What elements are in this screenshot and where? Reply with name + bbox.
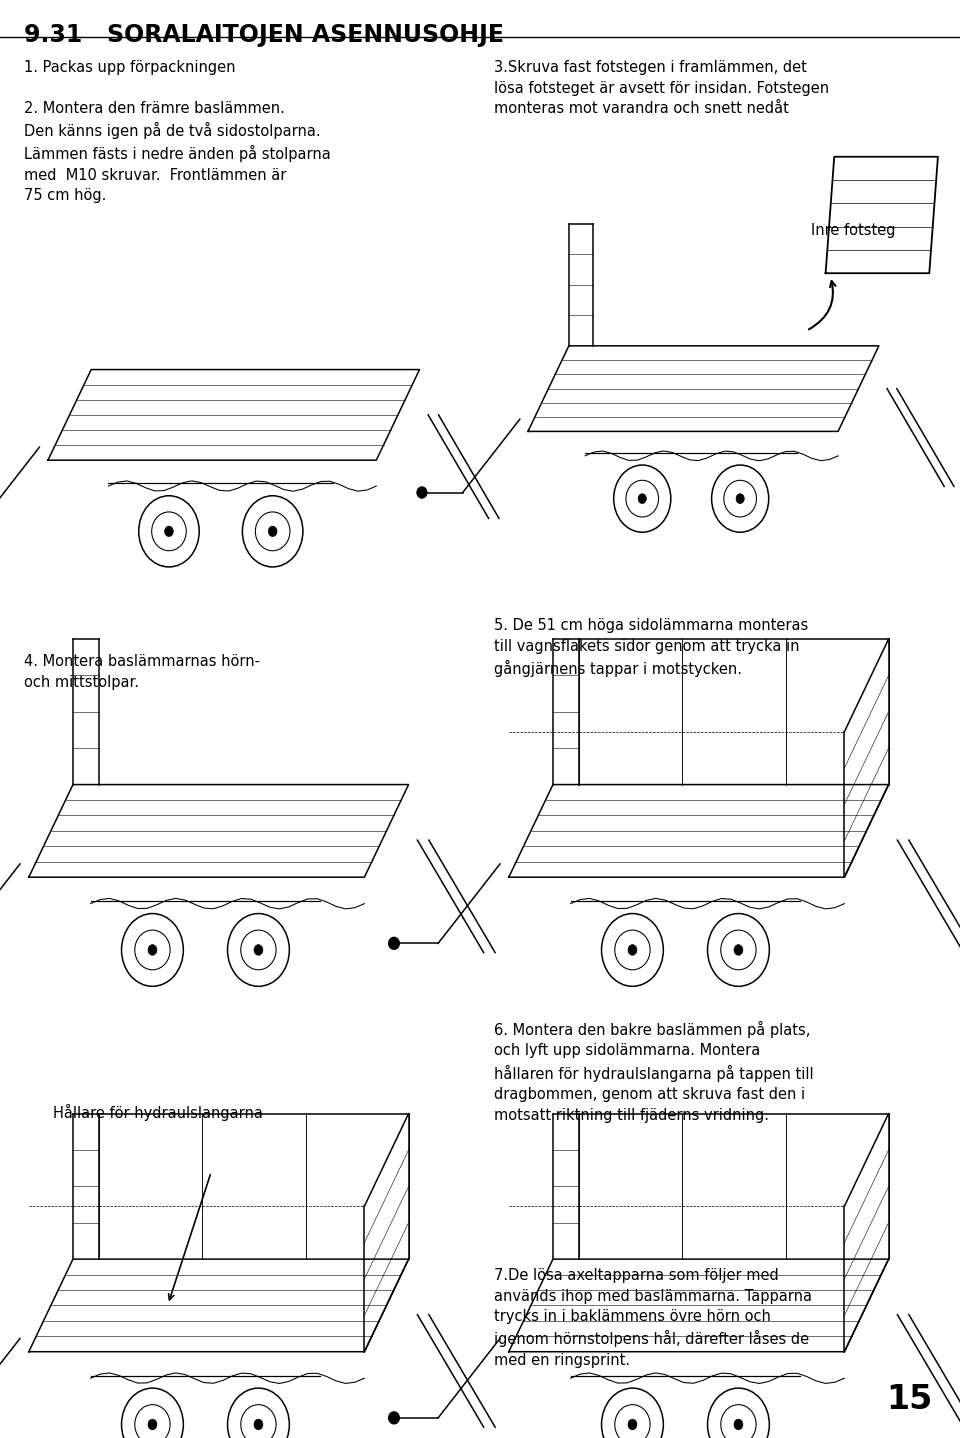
Ellipse shape [628,945,636,955]
Ellipse shape [165,526,174,536]
Ellipse shape [254,945,263,955]
Ellipse shape [254,1419,263,1429]
Text: 5. De 51 cm höga sidolämmarna monteras
till vagnsflakets sidor genom att trycka : 5. De 51 cm höga sidolämmarna monteras t… [494,618,808,677]
Text: 6. Montera den bakre baslämmen på plats,
och lyft upp sidolämmarna. Montera
håll: 6. Montera den bakre baslämmen på plats,… [494,1021,814,1123]
Ellipse shape [269,526,277,536]
Ellipse shape [148,945,156,955]
Ellipse shape [389,1412,399,1424]
Text: 2. Montera den främre baslämmen.
Den känns igen på de två sidostolparna.
Lämmen : 2. Montera den främre baslämmen. Den kän… [24,101,331,203]
Ellipse shape [148,1419,156,1429]
Text: 1. Packas upp förpackningen: 1. Packas upp förpackningen [24,60,235,75]
Ellipse shape [417,487,427,498]
Text: 15: 15 [887,1383,933,1416]
Text: 9.31   SORALAITOJEN ASENNUSOHJE: 9.31 SORALAITOJEN ASENNUSOHJE [24,23,504,47]
Ellipse shape [736,493,744,503]
Text: 4. Montera baslämmarnas hörn-
och mittstolpar.: 4. Montera baslämmarnas hörn- och mittst… [24,654,260,690]
Ellipse shape [389,938,399,949]
Text: Inre fotsteg: Inre fotsteg [811,223,896,237]
Ellipse shape [734,1419,743,1429]
Ellipse shape [638,493,646,503]
Ellipse shape [628,1419,636,1429]
Text: 3.Skruva fast fotstegen i framlämmen, det
lösa fotsteget är avsett för insidan. : 3.Skruva fast fotstegen i framlämmen, de… [494,60,829,116]
Ellipse shape [734,945,743,955]
Text: Hållare för hydraulslangarna: Hållare för hydraulslangarna [53,1104,263,1122]
Text: 7.De lösa axeltapparna som följer med
används ihop med baslämmarna. Tapparna
try: 7.De lösa axeltapparna som följer med an… [494,1268,812,1368]
